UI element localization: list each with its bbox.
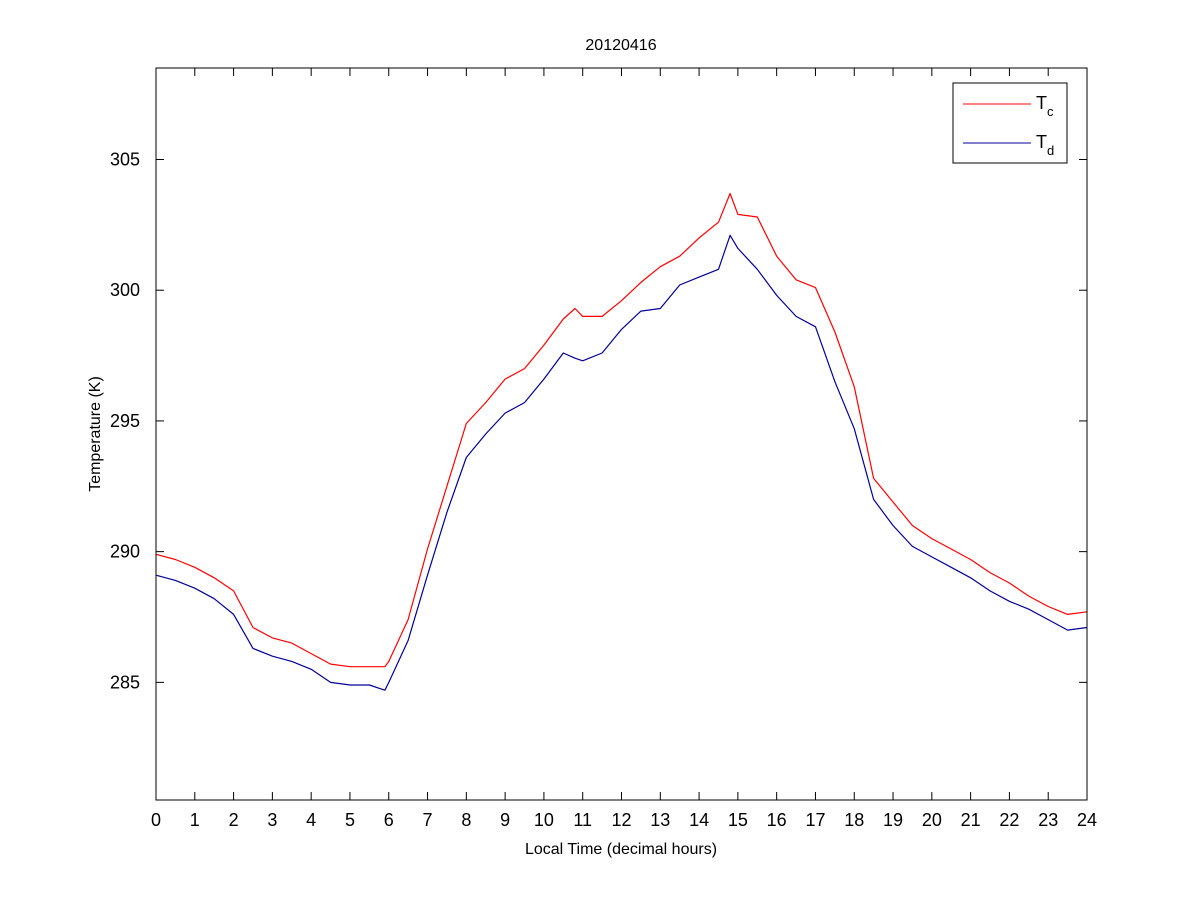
x-tick-label: 7 (423, 810, 433, 830)
x-tick-label: 16 (767, 810, 787, 830)
series-line-td (155, 234, 1088, 691)
x-tick-label: 17 (805, 810, 825, 830)
plot-frame (155, 67, 1088, 801)
y-tick-label: 285 (110, 672, 140, 692)
legend: Tc Td (952, 82, 1068, 164)
x-tick-label: 10 (534, 810, 554, 830)
y-tick-label: 290 (110, 542, 140, 562)
x-tick-label: 24 (1077, 810, 1097, 830)
legend-label-tc: Tc (1036, 93, 1054, 119)
x-tick-label: 13 (650, 810, 670, 830)
y-axis-label: Temperature (K) (87, 376, 104, 492)
x-tick-label: 21 (961, 810, 981, 830)
x-tick-label: 3 (267, 810, 277, 830)
legend-label-td: Td (1036, 132, 1054, 158)
x-tick-label: 22 (999, 810, 1019, 830)
legend-label-td-base: T (1036, 132, 1047, 152)
legend-label-td-sub: d (1047, 143, 1054, 158)
series-layer (155, 192, 1088, 691)
x-tick-label: 2 (229, 810, 239, 830)
x-tick-label: 15 (728, 810, 748, 830)
legend-label-tc-base: T (1036, 93, 1047, 113)
x-tick-label: 5 (345, 810, 355, 830)
legend-label-tc-sub: c (1047, 104, 1054, 119)
x-tick-label: 19 (883, 810, 903, 830)
x-tick-label: 6 (384, 810, 394, 830)
x-tick-label: 12 (611, 810, 631, 830)
x-tick-label: 0 (151, 810, 161, 830)
x-tick-label: 4 (306, 810, 316, 830)
x-tick-label: 9 (500, 810, 510, 830)
x-tick-label: 8 (461, 810, 471, 830)
x-tick-label: 20 (922, 810, 942, 830)
x-tick-label: 14 (689, 810, 709, 830)
y-tick-label: 300 (110, 280, 140, 300)
legend-box (952, 82, 1068, 164)
y-axis-ticks: 285 290 295 300 305 (110, 150, 1087, 692)
y-tick-label: 295 (110, 411, 140, 431)
chart-title: 20120416 (585, 37, 656, 54)
x-tick-label: 18 (844, 810, 864, 830)
x-tick-label: 11 (573, 810, 592, 830)
x-axis-ticks: 0 1 2 3 4 5 6 7 8 9 10 11 12 13 14 15 16 17 18 19 20 21 22 23 24 (151, 68, 1097, 830)
x-tick-label: 1 (190, 810, 200, 830)
x-axis-label: Local Time (decimal hours) (525, 841, 717, 858)
y-tick-label: 305 (110, 150, 140, 170)
series-line-tc (155, 192, 1088, 668)
x-tick-label: 23 (1038, 810, 1058, 830)
plot-area (156, 68, 1087, 800)
